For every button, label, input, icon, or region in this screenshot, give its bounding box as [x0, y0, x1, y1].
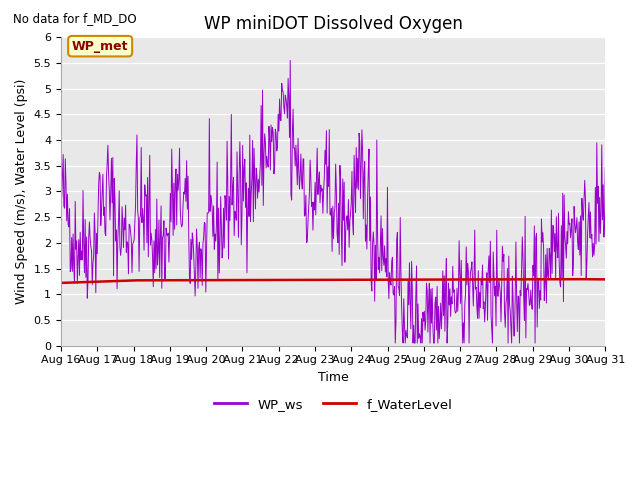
- Text: WP_met: WP_met: [72, 40, 129, 53]
- Title: WP miniDOT Dissolved Oxygen: WP miniDOT Dissolved Oxygen: [204, 15, 463, 33]
- Text: No data for f_MD_DO: No data for f_MD_DO: [13, 12, 136, 25]
- X-axis label: Time: Time: [318, 371, 349, 384]
- Y-axis label: Wind Speed (m/s), Water Level (psi): Wind Speed (m/s), Water Level (psi): [15, 79, 28, 304]
- Legend: WP_ws, f_WaterLevel: WP_ws, f_WaterLevel: [209, 393, 458, 416]
